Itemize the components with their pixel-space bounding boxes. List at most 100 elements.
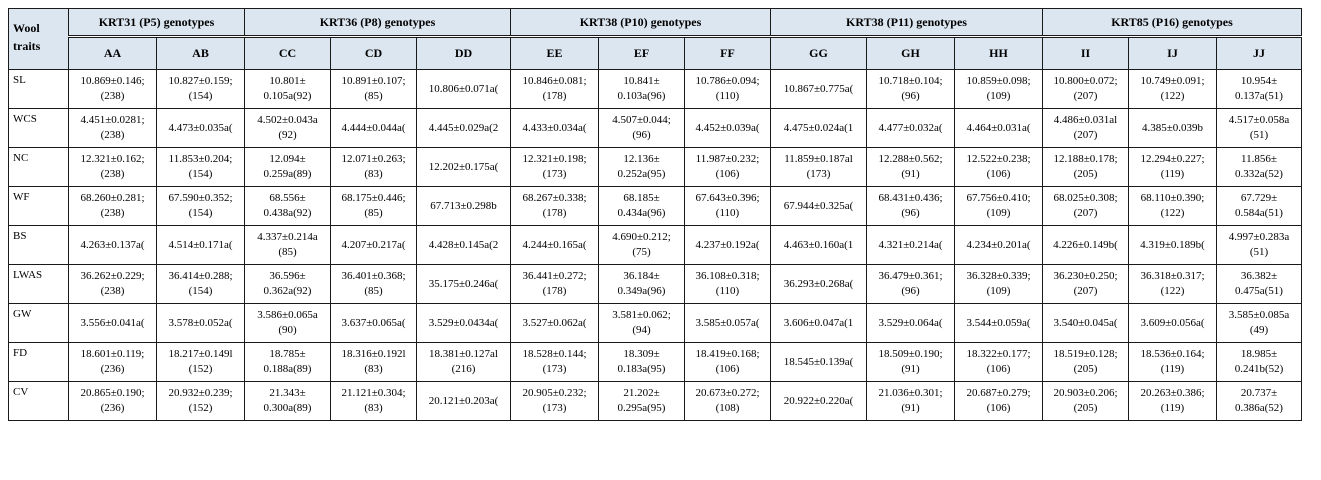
table-cell: 18.785± 0.188a(89) (244, 342, 331, 382)
table-cell: 21.036±0.301; (91) (866, 381, 955, 421)
cell-count: (83) (364, 402, 383, 414)
table-cell: 12.294±0.227; (119) (1128, 147, 1217, 187)
cell-value: 18.545±0.139a( (783, 355, 854, 368)
table-cell: 4.445±0.029a(2 (416, 108, 511, 148)
table-cell: 12.321±0.162; (238) (68, 147, 157, 187)
cell-value: 4.428±0.145a(2 (428, 238, 499, 251)
cell-count: (85) (278, 246, 297, 258)
table-cell: 67.729± 0.584a(51) (1216, 186, 1302, 226)
table-cell: 4.234±0.201a( (954, 225, 1043, 265)
table-cell: 10.749±0.091; (122) (1128, 69, 1217, 109)
table-cell: 67.643±0.396; (110) (684, 186, 771, 226)
cell-count: (122) (1160, 207, 1185, 219)
genotype-header: IJ (1128, 36, 1217, 70)
table-cell: 3.578±0.052a( (156, 303, 245, 343)
cell-value: 10.827±0.159; (168, 75, 233, 87)
table-cell: 4.514±0.171a( (156, 225, 245, 265)
table-cell: 3.609±0.056a( (1128, 303, 1217, 343)
cell-value: 68.260±0.281; (80, 192, 145, 204)
cell-count: (205) (1073, 402, 1098, 414)
table-cell: 21.202± 0.295a(95) (598, 381, 685, 421)
table-cell: 3.544±0.059a( (954, 303, 1043, 343)
cell-count: (119) (1160, 168, 1185, 180)
cell-value: 10.786±0.094; (695, 75, 760, 87)
cell-count: (106) (986, 363, 1011, 375)
table-cell: 36.318±0.317; (122) (1128, 264, 1217, 304)
table-cell: 3.637±0.065a( (330, 303, 417, 343)
cell-value: 18.509±0.190; (878, 348, 943, 360)
cell-value: 18.785± (269, 348, 306, 360)
table-cell: 18.309± 0.183a(95) (598, 342, 685, 382)
table-cell: 36.328±0.339; (109) (954, 264, 1043, 304)
table-cell: 4.263±0.137a( (68, 225, 157, 265)
table-cell: 3.529±0.0434a( (416, 303, 511, 343)
cell-count: 0.103a(96) (617, 90, 666, 102)
cell-value: 10.869±0.146; (80, 75, 145, 87)
cell-value: 3.581±0.062; (612, 309, 671, 321)
table-row: LWAS 36.262±0.229; (238) 36.414±0.288; (154)… (8, 264, 1302, 304)
cell-value: 21.036±0.301; (878, 387, 943, 399)
trait-label: FD (8, 342, 69, 382)
table-cell: 4.337±0.214a (85) (244, 225, 331, 265)
table-cell: 20.905±0.232; (173) (510, 381, 599, 421)
table-cell: 18.985± 0.241b(52) (1216, 342, 1302, 382)
cell-count: (238) (100, 285, 125, 297)
cell-count: 0.434a(96) (617, 207, 666, 219)
table-cell: 67.944±0.325a( (770, 186, 867, 226)
cell-count: (85) (364, 207, 383, 219)
table-cell: 68.556± 0.438a(92) (244, 186, 331, 226)
table-cell: 4.237±0.192a( (684, 225, 771, 265)
cell-value: 11.856± (1241, 153, 1277, 165)
table-cell: 4.244±0.165a( (510, 225, 599, 265)
cell-count: (85) (364, 285, 383, 297)
cell-value: 68.185± (623, 192, 660, 204)
table-cell: 18.601±0.119; (236) (68, 342, 157, 382)
cell-count: (75) (632, 246, 651, 258)
cell-value: 3.527±0.062a( (522, 316, 587, 329)
table-cell: 4.502±0.043a (92) (244, 108, 331, 148)
cell-count: (96) (901, 285, 920, 297)
cell-count: (216) (451, 363, 476, 375)
cell-value: 67.643±0.396; (695, 192, 760, 204)
table-cell: 10.801± 0.105a(92) (244, 69, 331, 109)
corner-header: Wool traits (8, 8, 69, 70)
table-cell: 68.185± 0.434a(96) (598, 186, 685, 226)
table-cell: 18.545±0.139a( (770, 342, 867, 382)
cell-value: 3.585±0.057a( (695, 316, 760, 329)
cell-value: 3.585±0.085a (1228, 309, 1290, 321)
cell-value: 18.519±0.128; (1053, 348, 1118, 360)
cell-count: (109) (986, 285, 1011, 297)
cell-count: (152) (188, 402, 213, 414)
cell-count: (92) (278, 129, 297, 141)
cell-count: (110) (715, 90, 740, 102)
cell-value: 4.690±0.212; (612, 231, 671, 243)
cell-value: 12.136± (623, 153, 660, 165)
genotype-header: GH (866, 36, 955, 70)
table-cell: 10.841± 0.103a(96) (598, 69, 685, 109)
table-cell: 4.428±0.145a(2 (416, 225, 511, 265)
table-cell: 4.486±0.031al (207) (1042, 108, 1129, 148)
table-cell: 68.175±0.446; (85) (330, 186, 417, 226)
cell-count: 0.475a(51) (1235, 285, 1283, 297)
cell-value: 12.294±0.227; (1140, 153, 1205, 165)
cell-value: 10.954± (1240, 75, 1278, 87)
table-cell: 68.260±0.281; (238) (68, 186, 157, 226)
table-cell: 10.786±0.094; (110) (684, 69, 771, 109)
table-cell: 11.859±0.187al (173) (770, 147, 867, 187)
cell-value: 4.997±0.283a (1228, 231, 1290, 243)
gene-group-header-row: Wool traits KRT31 (P5) genotypes KRT36 (P… (8, 8, 1302, 70)
table-cell: 20.932±0.239; (152) (156, 381, 245, 421)
cell-count: (173) (542, 363, 567, 375)
cell-value: 12.071±0.263; (341, 153, 406, 165)
cell-count: (152) (188, 363, 213, 375)
cell-count: (178) (542, 90, 567, 102)
cell-value: 4.463±0.160a(1 (783, 238, 854, 251)
table-cell: 11.987±0.232; (106) (684, 147, 771, 187)
cell-count: (178) (542, 285, 567, 297)
cell-count: (106) (986, 168, 1011, 180)
genotype-header: AB (156, 36, 245, 70)
trait-label: GW (8, 303, 69, 343)
cell-value: 3.544±0.059a( (966, 316, 1031, 329)
table-cell: 20.673±0.272; (108) (684, 381, 771, 421)
cell-value: 10.846±0.081; (522, 75, 587, 87)
